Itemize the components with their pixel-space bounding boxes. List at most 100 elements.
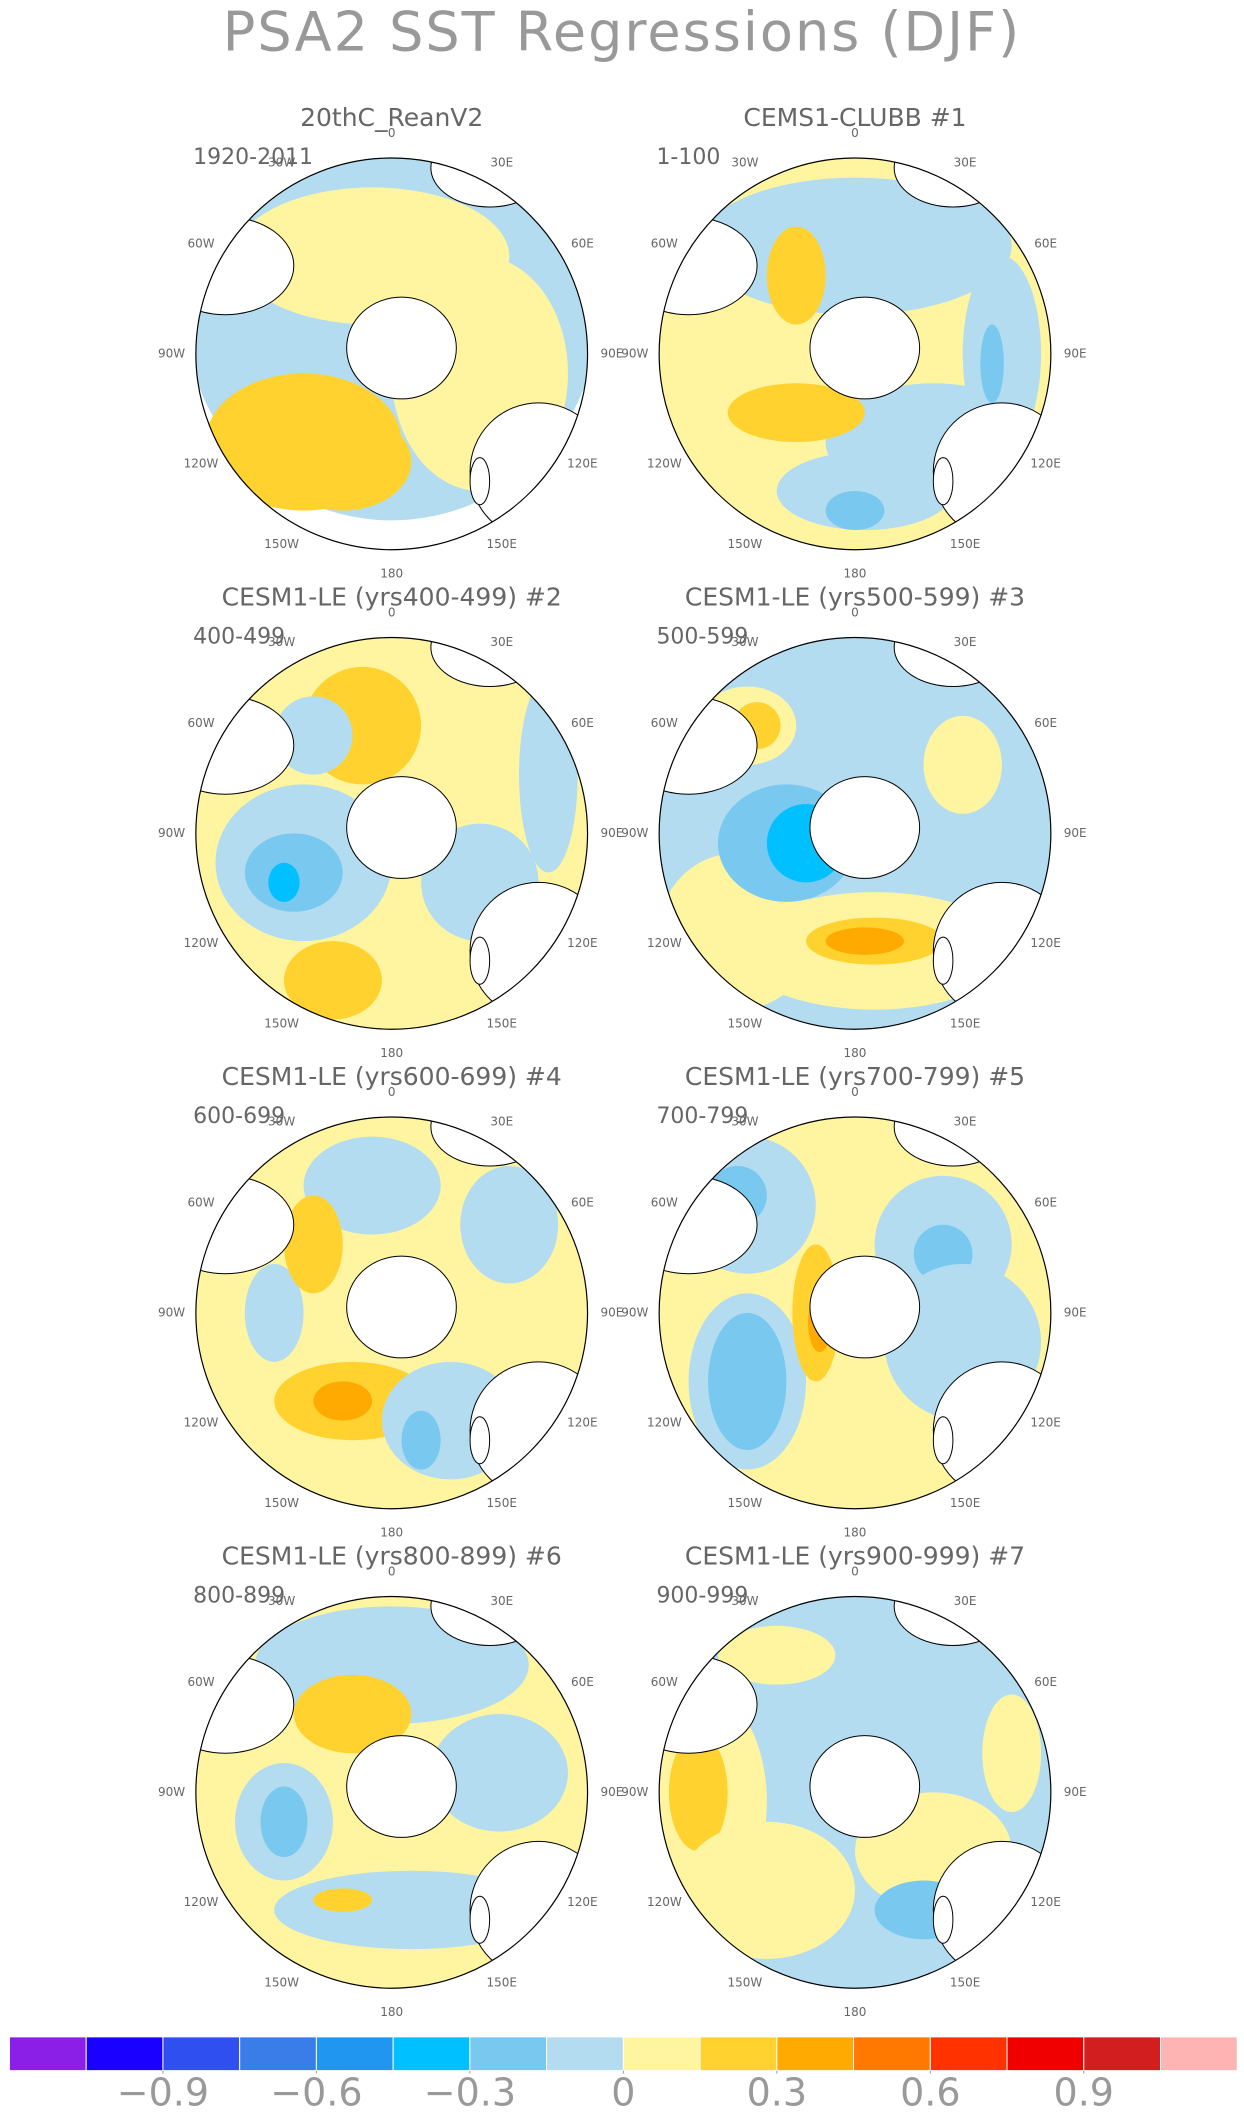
longitude-label: 30W [268, 1115, 295, 1129]
longitude-label: 180 [844, 1526, 867, 1540]
longitude-label: 0 [388, 126, 396, 140]
panel-title: CESM1-LE (yrs700-799) #5 [685, 1062, 1025, 1091]
panel-period: 400-499 [193, 625, 285, 650]
colorbar-box [929, 2036, 1008, 2072]
land [346, 1735, 457, 1838]
field-blob [766, 226, 826, 325]
field-blob [274, 696, 353, 775]
longitude-label: 150W [264, 537, 299, 551]
field-blob [401, 1410, 441, 1470]
land [469, 936, 491, 985]
longitude-label: 30E [954, 635, 977, 649]
longitude-label: 120E [567, 456, 598, 470]
figure-title: PSA2 SST Regressions (DJF) [223, 1, 1021, 64]
longitude-label: 90E [1064, 1785, 1087, 1799]
longitude-label: 120E [1030, 1415, 1061, 1429]
colorbar-box [392, 2036, 471, 2072]
land [469, 1361, 588, 1500]
colorbar-box [315, 2036, 394, 2072]
colorbar-tick-label: −0.9 [117, 2070, 209, 2113]
colorbar-box [699, 2036, 778, 2072]
colorbar-box [469, 2036, 548, 2072]
field-blob [274, 412, 412, 511]
panel-title: CESM1-LE (yrs400-499) #2 [222, 582, 562, 611]
field-blob [519, 676, 578, 873]
land [469, 1895, 491, 1944]
longitude-label: 120W [647, 456, 682, 470]
colorbar-box [1006, 2036, 1085, 2072]
longitude-label: 90E [600, 1305, 623, 1319]
longitude-label: 120E [567, 936, 598, 950]
longitude-label: 60W [651, 236, 678, 250]
panel-title: CESM1-LE (yrs900-999) #7 [685, 1541, 1025, 1570]
longitude-label: 150W [728, 1496, 763, 1510]
longitude-label: 150W [728, 1976, 763, 1990]
longitude-label: 90E [1064, 1305, 1087, 1319]
longitude-label: 120E [1030, 936, 1061, 950]
field-blob [668, 1733, 728, 1852]
longitude-label: 0 [851, 1565, 859, 1579]
longitude-label: 60E [571, 1675, 594, 1689]
land [346, 1255, 457, 1359]
longitude-label: 60E [1034, 236, 1057, 250]
longitude-label: 150E [950, 1496, 981, 1510]
longitude-label: 90W [158, 1785, 185, 1799]
longitude-label: 120E [567, 1895, 598, 1909]
longitude-label: 150E [487, 1496, 518, 1510]
field [195, 1117, 588, 1509]
longitude-label: 30E [954, 156, 977, 170]
land [809, 1735, 921, 1838]
land [932, 402, 1051, 541]
longitude-label: 180 [844, 567, 867, 581]
land [195, 1175, 295, 1275]
panel-title: CESM1-LE (yrs500-599) #3 [685, 582, 1025, 611]
longitude-label: 180 [844, 1046, 867, 1060]
longitude-label: 120W [184, 1895, 219, 1909]
longitude-label: 60E [1034, 1675, 1057, 1689]
colorbar-box [8, 2036, 87, 2072]
longitude-label: 60E [571, 716, 594, 730]
colorbar-tick-label: 0.3 [747, 2070, 807, 2113]
longitude-label: 60W [651, 716, 678, 730]
map-border [195, 1116, 589, 1510]
field-blob [283, 941, 382, 1020]
longitude-label: 0 [851, 1085, 859, 1099]
longitude-label: 30W [731, 635, 758, 649]
longitude-label: 90E [1064, 346, 1087, 360]
longitude-label: 90W [621, 826, 648, 840]
land [932, 1840, 1051, 1979]
map-panel: CESM1-LE (yrs600-699) #4 600-699 0 30E 60E 90… [158, 1062, 623, 1540]
colorbar-tick-label: −0.6 [270, 2070, 362, 2113]
map-border [195, 636, 589, 1030]
map-border [658, 1595, 1052, 1989]
field-blob [244, 1263, 304, 1362]
longitude-label: 90W [621, 1305, 648, 1319]
map-panel: CEMS1-CLUBB #1 1-100 0 30E 60E 90E 120E 150E 180… [621, 103, 1087, 581]
longitude-label: 90W [158, 1305, 185, 1319]
field-blob [260, 1786, 308, 1858]
longitude-label: 60W [187, 716, 214, 730]
longitude-label: 150W [264, 1976, 299, 1990]
longitude-label: 30W [268, 635, 295, 649]
longitude-label: 150W [728, 1017, 763, 1031]
panel-period: 700-799 [656, 1104, 748, 1129]
field-blob [283, 1195, 343, 1294]
longitude-label: 90E [600, 1785, 623, 1799]
land [932, 457, 954, 506]
land [469, 1840, 588, 1979]
map-border [195, 157, 589, 551]
land [195, 695, 295, 795]
field-blob [980, 324, 1004, 403]
panel-title: 20thC_ReanV2 [300, 103, 483, 132]
colorbar-box [239, 2036, 317, 2072]
land [469, 457, 491, 506]
longitude-label: 180 [380, 1526, 403, 1540]
field [659, 637, 1051, 1030]
longitude-label: 90E [1064, 826, 1087, 840]
longitude-label: 30W [268, 156, 295, 170]
field-blob [268, 862, 300, 902]
longitude-label: 0 [388, 1085, 396, 1099]
land [659, 1175, 758, 1275]
longitude-label: 60W [187, 1675, 214, 1689]
land [932, 1416, 954, 1465]
